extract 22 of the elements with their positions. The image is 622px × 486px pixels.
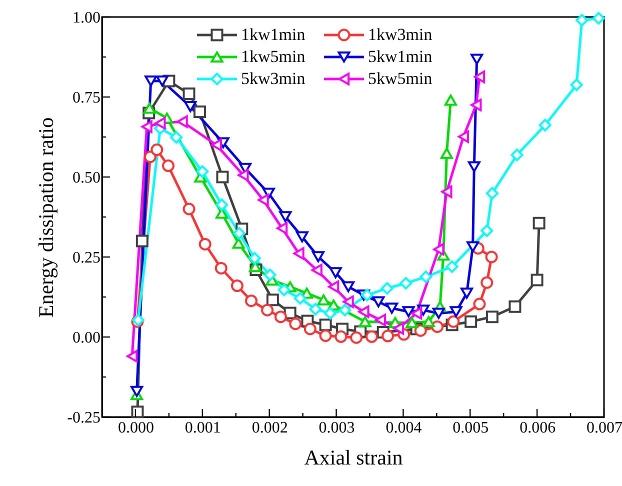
x-tick-label: 0.007 (586, 420, 622, 436)
y-tick-label: 0.50 (72, 170, 100, 186)
y-tick-label: 0.75 (72, 90, 100, 106)
legend-label: 5kw5min (368, 69, 433, 88)
y-tick-label: 0.25 (72, 250, 100, 266)
y-tick-label: 1.00 (72, 10, 100, 26)
x-tick-label: 0.006 (520, 420, 556, 436)
legend-label: 5kw3min (241, 69, 306, 88)
legend-label: 5kw1min (368, 47, 433, 66)
y-tick-label: -0.25 (67, 410, 100, 426)
x-tick-label: 0.004 (386, 420, 422, 436)
x-tick-label: 0.001 (184, 420, 221, 436)
y-tick-label: 0.00 (72, 330, 100, 346)
x-axis-title: Axial strain (304, 446, 404, 470)
legend-label: 1kw1min (241, 25, 306, 44)
x-tick-label: 0.000 (118, 420, 154, 436)
legend-label: 1kw5min (241, 47, 306, 66)
x-tick-label: 0.003 (318, 420, 355, 436)
x-tick-label: 0.002 (252, 420, 288, 436)
x-tick-label: 0.005 (452, 420, 489, 436)
y-axis-title: Energy dissipation ratio (34, 117, 58, 318)
legend-label: 1kw3min (368, 25, 433, 44)
